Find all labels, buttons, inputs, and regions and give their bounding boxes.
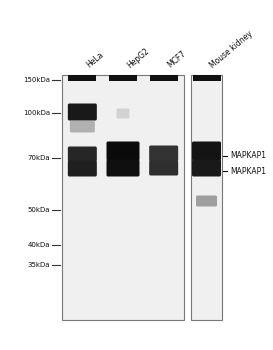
FancyBboxPatch shape <box>106 160 140 176</box>
FancyBboxPatch shape <box>70 120 95 133</box>
Bar <box>68 75 96 81</box>
Text: MCF7: MCF7 <box>166 50 188 70</box>
Text: 35kDa: 35kDa <box>28 262 50 268</box>
Bar <box>62 75 184 320</box>
FancyBboxPatch shape <box>192 141 221 161</box>
Text: 40kDa: 40kDa <box>28 242 50 248</box>
Text: 150kDa: 150kDa <box>23 77 50 83</box>
FancyBboxPatch shape <box>149 161 178 175</box>
FancyBboxPatch shape <box>106 141 140 161</box>
Bar <box>192 75 221 81</box>
Text: MAPKAP1: MAPKAP1 <box>230 167 266 175</box>
Text: MAPKAP1: MAPKAP1 <box>230 152 266 161</box>
FancyBboxPatch shape <box>149 146 178 161</box>
FancyBboxPatch shape <box>192 160 221 176</box>
Text: 50kDa: 50kDa <box>28 207 50 213</box>
FancyBboxPatch shape <box>68 147 97 161</box>
Text: 70kDa: 70kDa <box>27 155 50 161</box>
Text: HepG2: HepG2 <box>125 47 151 70</box>
Text: 100kDa: 100kDa <box>23 110 50 116</box>
FancyBboxPatch shape <box>68 104 97 120</box>
Bar <box>150 75 178 81</box>
Text: Mouse kidney: Mouse kidney <box>209 29 255 70</box>
Bar <box>191 75 222 320</box>
Text: HeLa: HeLa <box>84 51 105 70</box>
FancyBboxPatch shape <box>117 108 129 119</box>
FancyBboxPatch shape <box>196 196 217 206</box>
Bar <box>109 75 137 81</box>
FancyBboxPatch shape <box>68 161 97 176</box>
